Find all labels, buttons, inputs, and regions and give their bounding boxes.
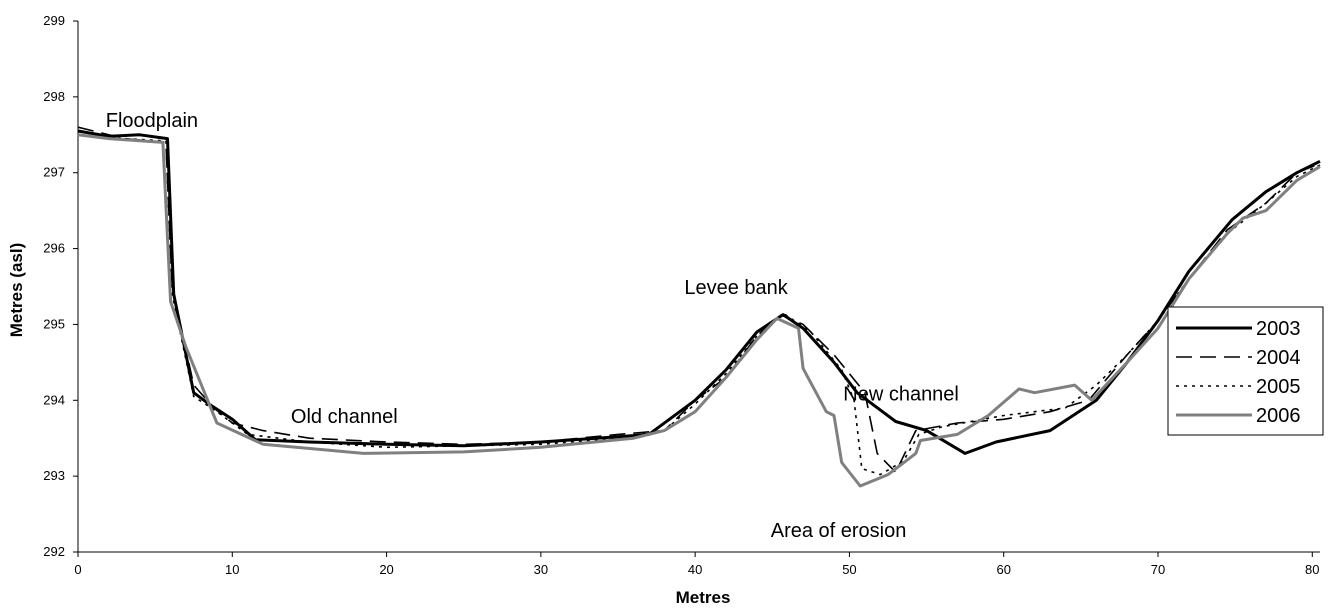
y-tick-label: 293: [43, 468, 65, 483]
y-tick-label: 294: [43, 392, 65, 407]
y-tick-label: 297: [43, 165, 65, 180]
x-axis-title: Metres: [676, 588, 731, 607]
legend-label-2005: 2005: [1256, 376, 1301, 398]
annotation-label: Area of erosion: [771, 520, 907, 542]
annotation-label: Levee bank: [684, 277, 788, 299]
x-tick-label: 80: [1305, 562, 1319, 577]
legend-label-2003: 2003: [1256, 318, 1301, 340]
annotations: Floodplain Old channel Levee bank New chann…: [106, 110, 959, 542]
x-tick-label: 50: [842, 562, 856, 577]
x-tick-label: 20: [379, 562, 393, 577]
series-line-2005: [77, 134, 1321, 476]
y-tick-label: 296: [43, 241, 65, 256]
y-tick-label: 295: [43, 316, 65, 331]
y-tick-label: 299: [43, 13, 65, 28]
series-line-2004: [77, 126, 1321, 474]
annotation-label: Old channel: [291, 406, 398, 428]
x-tick-label: 60: [996, 562, 1010, 577]
y-axis-title: Metres (asl): [7, 243, 26, 337]
axes: 292 293 294 295 296 297 298 299 0 10 20 30 40 50 60 70 8…: [43, 13, 1320, 577]
x-tick-label: 40: [688, 562, 702, 577]
annotation-label: New channel: [843, 383, 959, 405]
x-tick-label: 30: [534, 562, 548, 577]
y-tick-label: 292: [43, 544, 65, 559]
legend-label-2004: 2004: [1256, 347, 1301, 369]
annotation-label: Floodplain: [106, 110, 198, 132]
legend: 2003 2004 2005 2006: [1167, 306, 1324, 436]
series-layer: [77, 126, 1321, 488]
series-line-2003: [77, 129, 1321, 455]
y-tick-label: 298: [43, 89, 65, 104]
x-tick-label: 70: [1151, 562, 1165, 577]
x-tick-label: 10: [225, 562, 239, 577]
series-line-2006: [77, 133, 1321, 488]
legend-label-2006: 2006: [1256, 405, 1301, 427]
x-tick-label: 0: [74, 562, 81, 577]
